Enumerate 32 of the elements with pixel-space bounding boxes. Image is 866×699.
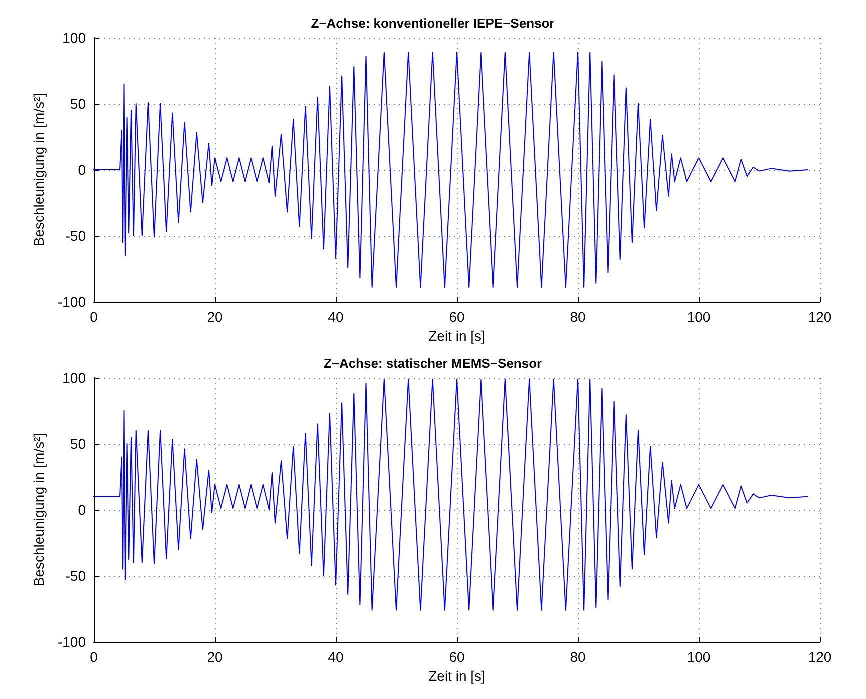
line-series (94, 52, 808, 288)
chart-title: Z−Achse: statischer MEMS−Sensor (324, 356, 542, 371)
x-tick-label: 100 (687, 649, 711, 665)
y-tick-label: 100 (62, 370, 86, 386)
y-tick-label: -50 (66, 568, 86, 584)
line-series (94, 378, 808, 611)
y-tick-label: 0 (78, 162, 86, 178)
y-tick-label: 50 (70, 436, 86, 452)
y-tick-label: 0 (78, 502, 86, 518)
x-tick-label: 20 (207, 649, 223, 665)
y-tick-label: 50 (70, 96, 86, 112)
x-tick-label: 40 (328, 649, 344, 665)
x-tick-label: 60 (449, 649, 465, 665)
x-tick-label: 0 (90, 309, 98, 325)
x-axis-title: Zeit in [s] (428, 668, 486, 684)
x-axis-title: Zeit in [s] (428, 328, 486, 344)
x-tick-label: 120 (808, 309, 832, 325)
x-tick-label: 40 (328, 309, 344, 325)
y-tick-label: 100 (62, 30, 86, 46)
x-tick-label: 120 (808, 649, 832, 665)
x-tick-label: 80 (570, 309, 586, 325)
y-tick-label: -100 (58, 634, 86, 650)
x-tick-label: 80 (570, 649, 586, 665)
y-axis-title: Beschleunigung in [m/s²] (31, 93, 47, 247)
y-tick-label: -100 (58, 294, 86, 310)
chart-title: Z−Achse: konventioneller IEPE−Sensor (311, 16, 555, 31)
x-tick-label: 60 (449, 309, 465, 325)
x-tick-label: 100 (687, 309, 711, 325)
x-tick-label: 20 (207, 309, 223, 325)
y-axis-title: Beschleunigung in [m/s²] (31, 433, 47, 587)
x-tick-label: 0 (90, 649, 98, 665)
y-tick-label: -50 (66, 228, 86, 244)
